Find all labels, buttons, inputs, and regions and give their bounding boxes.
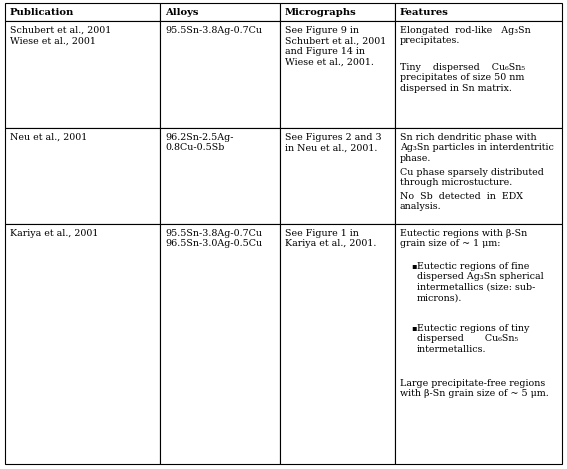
Bar [280,3,395,21]
Bar [160,224,280,464]
Bar [280,21,395,128]
Bar [395,3,562,21]
Text: See Figures 2 and 3
in Neu et al., 2001.: See Figures 2 and 3 in Neu et al., 2001. [285,133,382,152]
Bar [280,128,395,224]
Text: 95.5Sn-3.8Ag-0.7Cu
96.5Sn-3.0Ag-0.5Cu: 95.5Sn-3.8Ag-0.7Cu 96.5Sn-3.0Ag-0.5Cu [165,229,262,249]
Text: No  Sb  detected  in  EDX
analysis.: No Sb detected in EDX analysis. [400,192,523,212]
Bar [395,21,562,128]
Text: Sn rich dendritic phase with
Ag₃Sn particles in interdentritic
phase.: Sn rich dendritic phase with Ag₃Sn parti… [400,133,554,163]
Text: Elongated  rod-like   Ag₃Sn
precipitates.: Elongated rod-like Ag₃Sn precipitates. [400,26,531,45]
Text: Schubert et al., 2001
Wiese et al., 2001: Schubert et al., 2001 Wiese et al., 2001 [10,26,111,45]
Text: Cu phase sparsely distributed
through microstucture.: Cu phase sparsely distributed through mi… [400,168,544,188]
Bar [160,21,280,128]
Text: Tiny    dispersed    Cu₆Sn₅
precipitates of size 50 nm
dispersed in Sn matrix.: Tiny dispersed Cu₆Sn₅ precipitates of si… [400,63,525,93]
Text: Eutectic regions with β-Sn
grain size of ~ 1 μm:: Eutectic regions with β-Sn grain size of… [400,229,527,249]
Bar [5,224,160,464]
Text: See Figure 1 in
Kariya et al., 2001.: See Figure 1 in Kariya et al., 2001. [285,229,376,249]
Text: 95.5Sn-3.8Ag-0.7Cu: 95.5Sn-3.8Ag-0.7Cu [165,26,262,35]
Text: Large precipitate-free regions
with β-Sn grain size of ~ 5 μm.: Large precipitate-free regions with β-Sn… [400,379,549,398]
Text: Kariya et al., 2001: Kariya et al., 2001 [10,229,99,238]
Text: Eutectic regions of tiny
dispersed       Cu₆Sn₅
intermetallics.: Eutectic regions of tiny dispersed Cu₆Sn… [417,324,530,354]
Text: Features: Features [400,8,449,17]
Text: Publication: Publication [10,8,74,17]
Bar [160,128,280,224]
Text: Alloys: Alloys [165,8,198,17]
Bar [5,21,160,128]
Text: ▪: ▪ [411,324,416,332]
Text: See Figure 9 in
Schubert et al., 2001
and Figure 14 in
Wiese et al., 2001.: See Figure 9 in Schubert et al., 2001 an… [285,26,386,66]
Text: Eutectic regions of fine
dispersed Ag₃Sn spherical
intermetallics (size: sub-
mi: Eutectic regions of fine dispersed Ag₃Sn… [417,262,544,302]
Text: ▪: ▪ [411,262,416,270]
Bar [280,224,395,464]
Bar [5,128,160,224]
Bar [5,3,160,21]
Bar [160,3,280,21]
Text: Neu et al., 2001: Neu et al., 2001 [10,133,87,142]
Bar [395,224,562,464]
Text: 96.2Sn-2.5Ag-
0.8Cu-0.5Sb: 96.2Sn-2.5Ag- 0.8Cu-0.5Sb [165,133,234,152]
Text: Micrographs: Micrographs [285,8,357,17]
Bar [395,128,562,224]
